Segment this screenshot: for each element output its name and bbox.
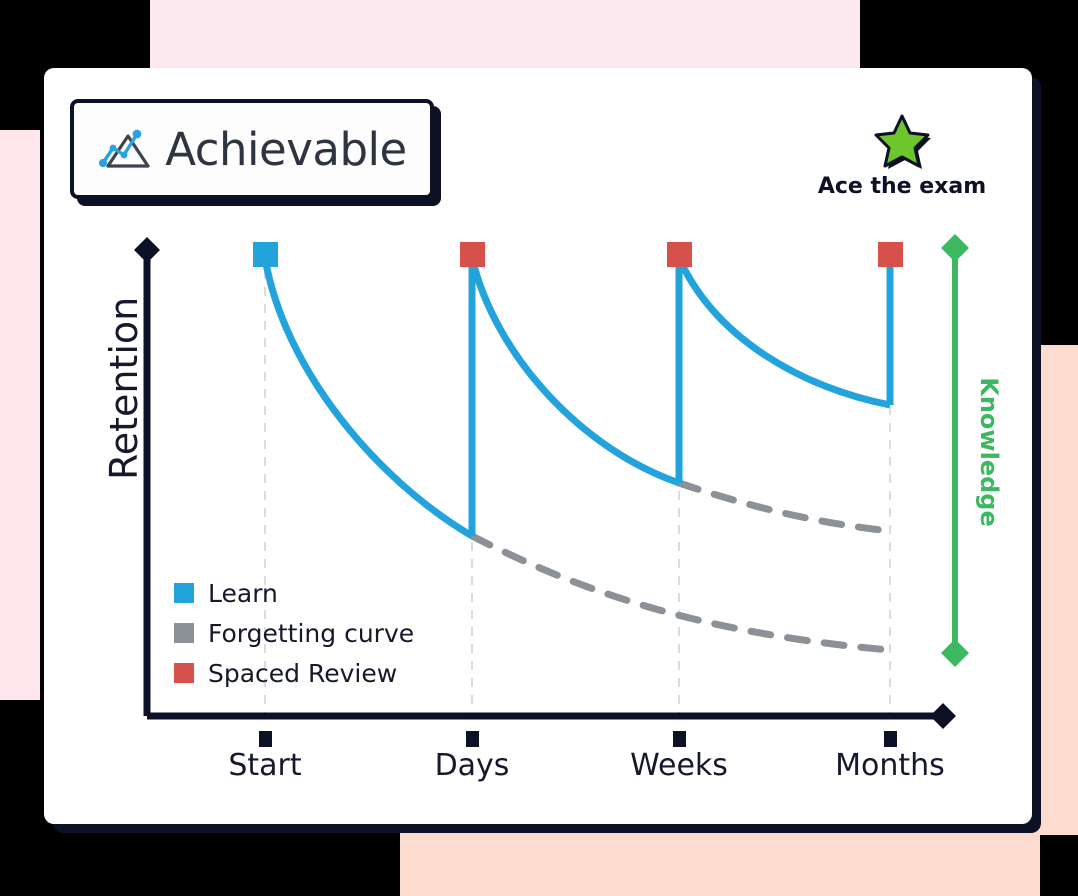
learn-review-curve xyxy=(261,256,894,540)
star-icon xyxy=(874,114,931,169)
knowledge-range-arrow xyxy=(941,234,969,667)
chart-card: Achievable Ace the exam xyxy=(44,68,1032,824)
ace-the-exam-label: Ace the exam xyxy=(817,174,987,199)
xtick-weeks xyxy=(673,731,686,747)
forgetting-curves xyxy=(468,479,894,654)
legend-label-spaced-review: Spaced Review xyxy=(208,658,398,688)
decorative-rect-right-peach xyxy=(1040,345,1078,835)
chart-legend: Learn Forgetting curve Spaced Review xyxy=(174,573,414,693)
y-axis-arrowhead xyxy=(134,237,160,263)
brand-name: Achievable xyxy=(165,122,407,176)
retention-chart xyxy=(134,234,969,747)
ace-the-exam-callout: Ace the exam xyxy=(802,110,1002,199)
x-axis-label-months: Months xyxy=(835,748,945,783)
square-swatch-gray-icon xyxy=(174,623,194,643)
square-swatch-blue-icon xyxy=(174,583,194,603)
xtick-start xyxy=(259,731,272,747)
decorative-rect-left-pink xyxy=(0,130,40,700)
y-axis-label: Retention xyxy=(102,296,146,480)
axes xyxy=(143,253,949,720)
xtick-days xyxy=(466,731,479,747)
x-axis-arrowhead xyxy=(930,703,956,729)
legend-item-forgetting-curve[interactable]: Forgetting curve xyxy=(174,613,414,653)
marker-review-months[interactable] xyxy=(878,242,903,267)
chart-markers xyxy=(253,242,903,267)
brand-logo[interactable]: Achievable xyxy=(70,99,434,199)
legend-label-learn: Learn xyxy=(208,578,278,608)
marker-learn-start[interactable] xyxy=(253,242,278,267)
xtick-months xyxy=(884,731,897,747)
x-axis-label-start: Start xyxy=(228,748,302,783)
decorative-rect-top-pink xyxy=(150,0,860,70)
marker-review-weeks[interactable] xyxy=(667,242,692,267)
legend-label-forgetting-curve: Forgetting curve xyxy=(208,618,415,648)
marker-review-days[interactable] xyxy=(460,242,485,267)
line-chart-mountain-icon xyxy=(99,129,150,168)
square-swatch-red-icon xyxy=(174,663,194,683)
x-axis-label-weeks: Weeks xyxy=(630,748,728,783)
x-axis-label-days: Days xyxy=(434,748,510,783)
x-axis-ticks xyxy=(259,731,897,747)
legend-item-spaced-review[interactable]: Spaced Review xyxy=(174,653,414,693)
knowledge-label: Knowledge xyxy=(975,377,1003,527)
decorative-rect-bottom-peach xyxy=(400,828,1040,896)
legend-item-learn[interactable]: Learn xyxy=(174,573,414,613)
